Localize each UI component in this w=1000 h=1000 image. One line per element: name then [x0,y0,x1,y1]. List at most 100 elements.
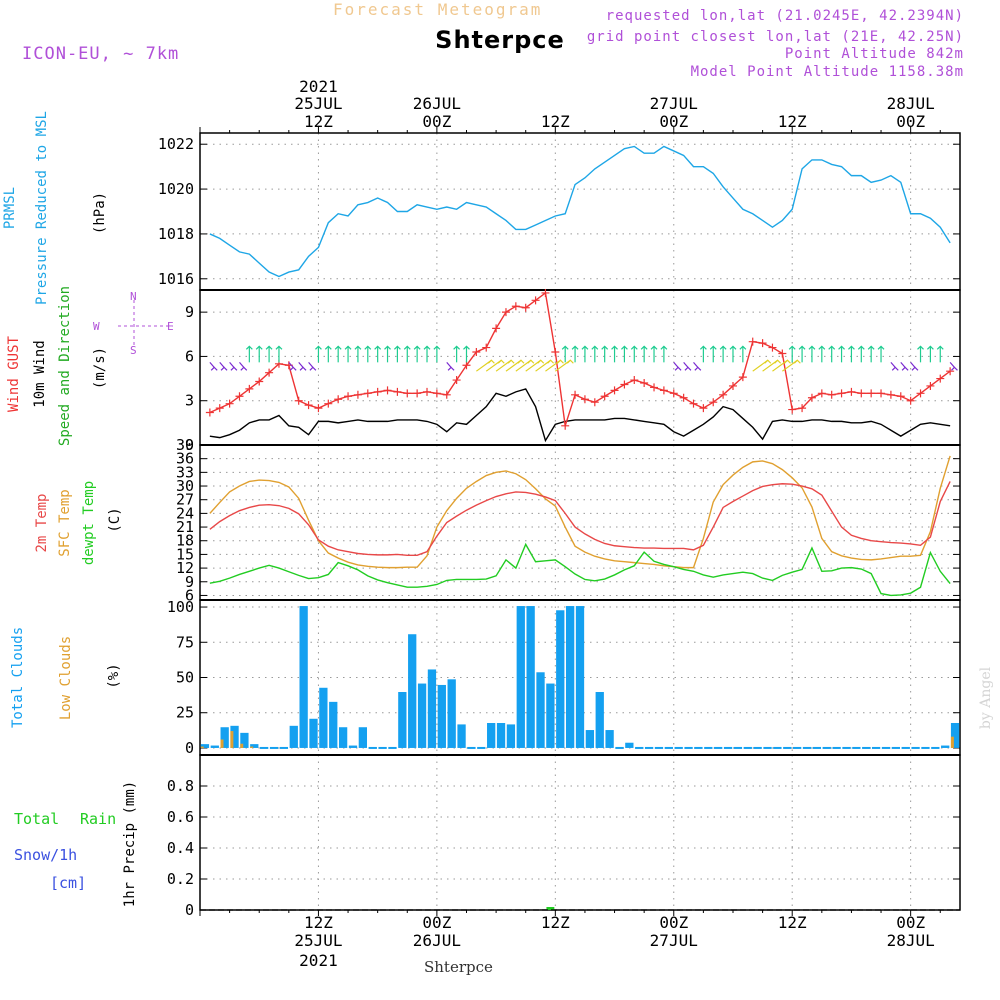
wind-arrow-head [230,366,238,371]
wind-arrow-shaft [288,361,294,368]
wind-arrow-head [487,359,495,364]
wind-gust-series-line-marker [571,390,580,399]
wind-gust-series-line-marker [432,389,441,398]
wind-direction-arrow [900,361,909,371]
wind-direction-arrow [229,361,238,371]
wind-direction-arrow [554,359,574,372]
grid-point-coordinates: grid point closest lon,lat (21E, 42.25N) [586,29,964,45]
total-cloud-bar [437,684,446,748]
wind-arrow-head [364,345,372,350]
total-cloud-bar [319,687,328,748]
top-date-label: 26JUL [413,94,461,113]
total-cloud-bar [506,724,516,748]
wind-gust-series-line-marker [827,390,836,399]
bottom-hour-label: 12Z [304,913,333,932]
temperature-ytick-label: 30 [176,477,194,495]
temperature-ytick-label: 9 [185,573,194,591]
wind-arrow-head [463,345,470,350]
wind-direction-arrow [413,345,421,363]
point-altitude: Point Altitude 842m [784,46,964,62]
wind-direction-arrow [334,345,342,363]
total-cloud-bar [763,746,772,749]
wind-gust-series-line [209,291,951,427]
wind-arrow-head [517,359,525,364]
total-cloud-bar [783,746,792,749]
wind-gust-series-line-marker [778,349,787,358]
total-cloud-bar [654,746,664,749]
wind-direction-arrow [495,359,515,372]
pressure-ytick-label: 1016 [158,270,194,288]
wind-direction-arrow [239,361,248,371]
wind-gust-series-line-marker [817,389,826,398]
total-cloud-bar [615,746,624,749]
wind-arrow-head [289,366,297,371]
wind-direction-arrow [525,359,545,372]
rain-total-label: Total [14,810,60,828]
model-name: ICON-EU, ~ 7km [22,44,180,64]
wind-arrow-head [926,345,934,350]
wind-arrow-head [798,345,806,350]
wind-gust-series-line-marker [906,396,915,405]
total-cloud-bar [200,744,210,748]
wind-gust-series-line-marker [748,337,757,346]
bottom-date-label: 26JUL [413,931,461,950]
wind-arrow-head [774,359,782,364]
wind-direction-arrow [838,345,845,363]
wind-gust-series-line-marker [511,302,520,311]
total-cloud-bar [378,746,387,749]
wind-ytick-label: 3 [185,392,194,410]
wind-gust-series-line-marker [215,404,224,413]
wind-gust-series-line-marker [235,392,244,401]
wind-arrow-shaft [209,361,215,368]
clouds-ytick-label: 75 [176,633,194,651]
wind-ytick-label: 9 [185,303,194,321]
wind-arrow-head [334,345,342,350]
model-point-altitude: Model Point Altitude 1158.38m [690,64,964,80]
compass-west: W [93,320,100,333]
wind-arrow-head [764,359,772,364]
wind-arrow-head [591,345,599,350]
total-cloud-bar [901,746,910,749]
wind-arrow-head [808,345,816,350]
wind-gust-series-line-marker [403,389,412,398]
total-cloud-bar [694,746,703,749]
wind-arrow-head [423,345,431,350]
clouds-ytick-label: 50 [176,669,194,687]
wind-arrow-head [344,345,352,350]
wind-direction-arrow [308,361,317,371]
wind-gust-series-line-marker [916,389,925,398]
wind-arrow-head [265,345,273,350]
total-cloud-bar [536,672,545,748]
wind-direction-arrow [788,345,796,363]
wind-gust-series-line-marker [541,288,550,297]
wind-gust-series-line-marker [324,399,333,408]
top-year-label: 2021 [299,77,338,96]
low-cloud-bar [250,746,254,748]
wind-arrow-head [951,366,958,371]
wind-arrow-shaft [308,361,314,368]
wind-direction-arrow [857,345,865,363]
wind-arrow-head [936,345,944,350]
wind-arrow-shaft [900,361,906,368]
wind-direction-arrow [601,345,609,363]
temperature-ytick-label: 21 [176,518,194,536]
wind-arrow-head [877,345,885,350]
total-cloud-bar [447,679,456,748]
total-cloud-bar [684,746,693,749]
wind-arrow-head [838,345,845,350]
wind-arrow-head [566,359,574,364]
wind-10m-series-line [209,388,951,443]
temperature-ytick-label: 15 [176,545,194,563]
total-cloud-bar [941,745,950,748]
wind-arrow-head [403,345,411,350]
wind-arrow-head [684,366,692,371]
wind-direction-arrow [630,345,638,363]
total-cloud-bar [871,746,881,749]
wind-direction-arrow [798,345,806,363]
snow-unit-label: [cm] [50,874,87,892]
wind-arrow-head [699,345,707,350]
compass-south: S [130,344,137,357]
precip-ytick-label: 0 [185,901,194,919]
wind-gust-series-line-marker [492,324,501,333]
